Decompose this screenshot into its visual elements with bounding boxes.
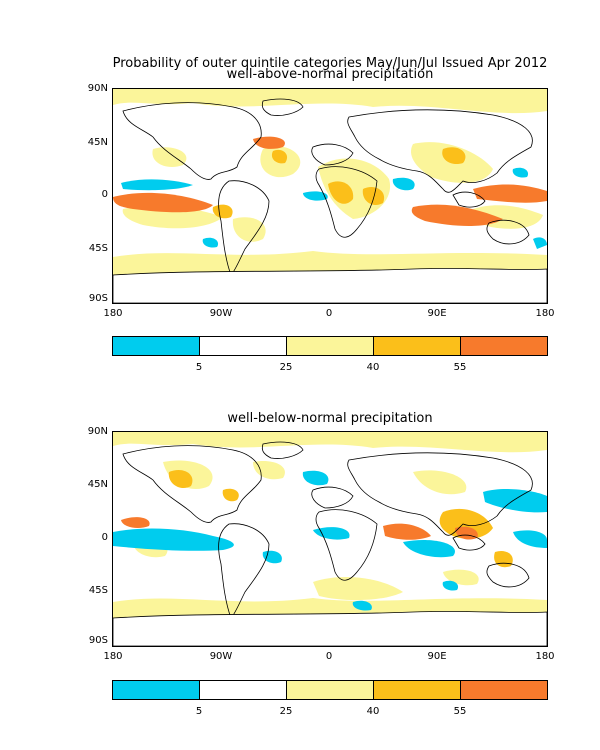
panel-1-lat-label-45s: 45S [88, 243, 108, 254]
panel-1-orange-areas [212, 147, 466, 219]
panel-1-dark-orange-areas [113, 136, 547, 226]
panel-2-lon-label-90e: 90E [427, 651, 447, 662]
panel-2-colorbar-seg-light-yellow [287, 681, 374, 699]
panel-2-colorbar-label-55: 55 [453, 706, 467, 717]
panel-1-lat-label-90s: 90S [88, 293, 108, 304]
panel-1-colorbar-label-25: 25 [279, 362, 293, 373]
panel-1-lon-label-90w: 90W [209, 308, 233, 319]
panel-2-map [112, 431, 548, 647]
panel-1-colorbar-label-5: 5 [195, 362, 203, 373]
panel-1-colorbar-seg-orange [374, 337, 461, 355]
panel-2-colorbar-label-5: 5 [195, 706, 203, 717]
panel-2-land-outline [113, 441, 547, 646]
panel-1-cyan-areas [121, 167, 547, 249]
panel-2-lat-label-0: 0 [101, 532, 108, 543]
panel-1-land-outline [113, 98, 547, 303]
panel-2-lat-label-90s: 90S [88, 635, 108, 646]
panel-1-lon-label-0: 0 [325, 308, 333, 319]
main-title: Probability of outer quintile categories… [112, 56, 548, 71]
panel-2-colorbar [112, 680, 548, 700]
panel-2-lon-label-90w: 90W [209, 651, 233, 662]
panel-2-colorbar-label-25: 25 [279, 706, 293, 717]
panel-2-lat-label-45s: 45S [88, 585, 108, 596]
panel-1-lat-label-90n: 90N [87, 83, 108, 94]
panel-2-lat-label-45n: 45N [87, 479, 108, 490]
panel-2-colorbar-seg-dark-orange [461, 681, 547, 699]
panel-1-map [112, 88, 548, 304]
panel-1-colorbar-seg-light-yellow [287, 337, 374, 355]
panel-1-colorbar-seg-dark-orange [461, 337, 547, 355]
panel-2-lon-label-180w: 180 [103, 651, 123, 662]
panel-1-colorbar-label-55: 55 [453, 362, 467, 373]
panel-1-lat-label-45n: 45N [87, 137, 108, 148]
panel-1-colorbar-seg-cyan [113, 337, 200, 355]
panel-2-map-svg [113, 432, 547, 646]
panel-1-colorbar-label-40: 40 [366, 362, 380, 373]
panel-2-dark-orange-areas [121, 517, 478, 540]
panel-1-lon-label-180w: 180 [103, 308, 123, 319]
panel-1-lat-label-0: 0 [101, 189, 108, 200]
panel-1-colorbar-seg-white [200, 337, 287, 355]
panel-2-colorbar-seg-white [200, 681, 287, 699]
panel-1-subtitle: well-above-normal precipitation [226, 67, 434, 82]
panel-2-lon-label-0: 0 [325, 651, 333, 662]
panel-2-colorbar-label-40: 40 [366, 706, 380, 717]
panel-1-map-svg [113, 89, 547, 303]
panel-2-colorbar-seg-cyan [113, 681, 200, 699]
panel-2-colorbar-seg-orange [374, 681, 461, 699]
panel-1-lon-label-90e: 90E [427, 308, 447, 319]
panel-1-lon-label-180e: 180 [535, 308, 555, 319]
panel-1-colorbar [112, 336, 548, 356]
panel-2-subtitle: well-below-normal precipitation [227, 411, 433, 426]
panel-2-lon-label-180e: 180 [535, 651, 555, 662]
panel-2-lat-label-90n: 90N [87, 426, 108, 437]
